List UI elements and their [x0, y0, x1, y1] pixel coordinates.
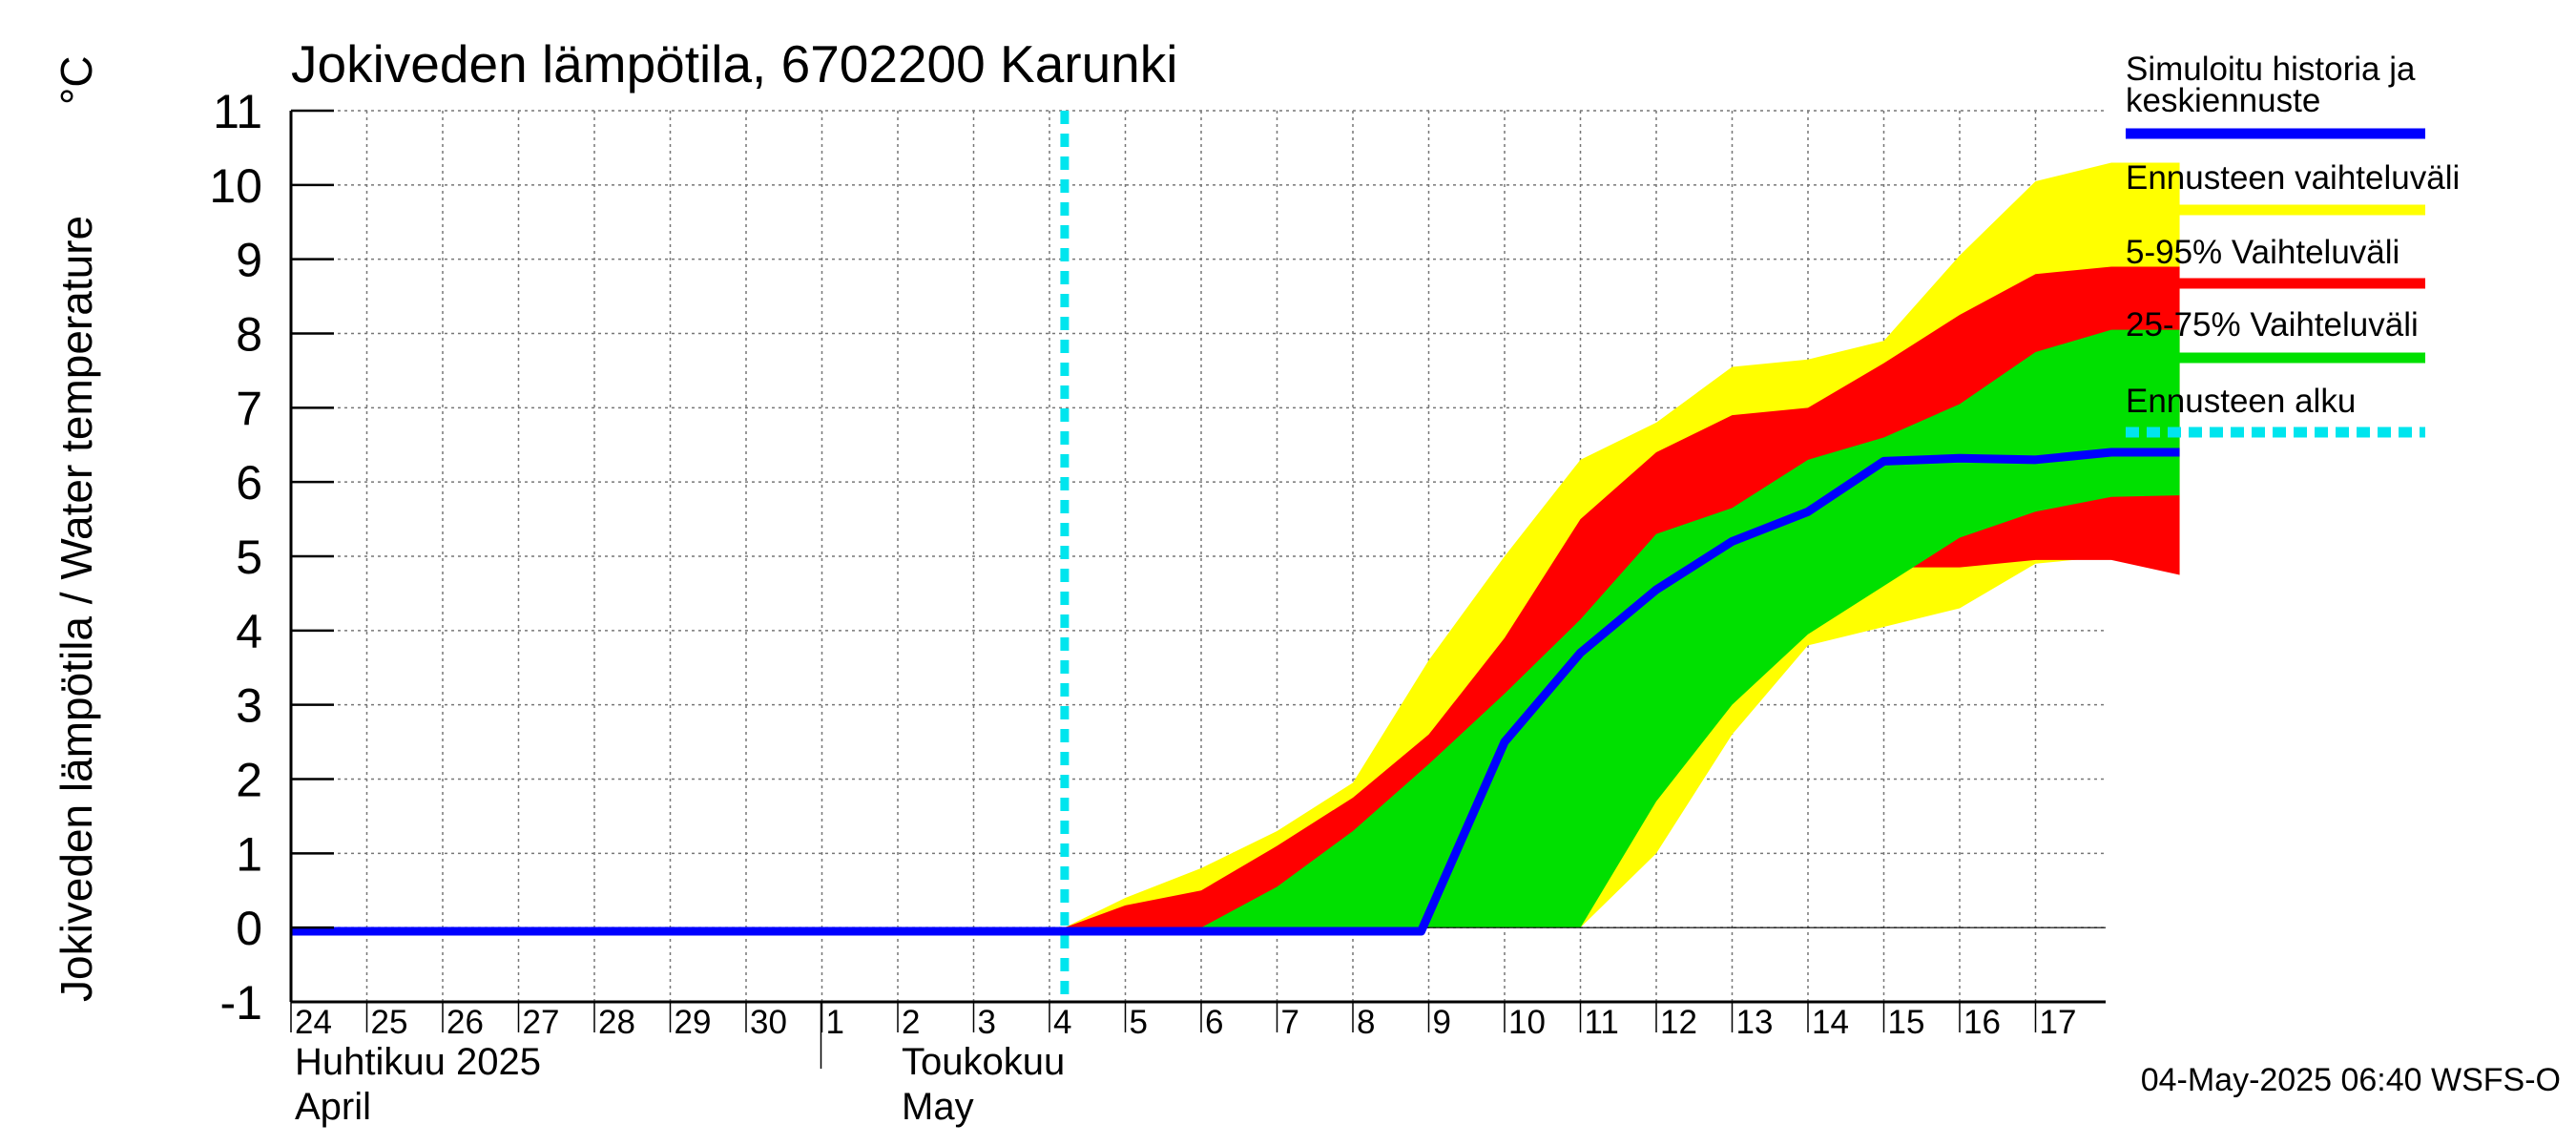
forecast-bands [291, 162, 2180, 928]
x-tick-label: 24 [295, 1004, 332, 1041]
y-tick-label: 4 [236, 605, 262, 658]
legend-label-line2: keskiennuste [2126, 82, 2320, 119]
x-tick-label: 27 [523, 1004, 560, 1041]
band-2 [1064, 329, 2180, 928]
legend-label: 25-75% Vaihteluväli [2126, 306, 2419, 344]
x-tick-label: 11 [1585, 1004, 1619, 1041]
x-tick-label: 25 [371, 1004, 408, 1041]
y-tick-label: 3 [236, 679, 262, 733]
x-tick-label: 2 [902, 1004, 920, 1041]
y-axis-label: Jokiveden lämpötila / Water temperature [52, 216, 101, 1002]
x-tick-label: 14 [1812, 1004, 1849, 1041]
x-tick-label: 10 [1508, 1004, 1546, 1041]
month-label-en: May [902, 1086, 974, 1128]
x-tick-label: 8 [1357, 1004, 1375, 1041]
y-tick-label: 8 [236, 308, 262, 362]
x-tick-label: 16 [1963, 1004, 2001, 1041]
x-tick-label: 29 [675, 1004, 712, 1041]
x-tick-label: 9 [1433, 1004, 1451, 1041]
x-tick-label: 13 [1736, 1004, 1774, 1041]
legend-label: Ennusteen alku [2126, 383, 2356, 420]
y-tick-label: 2 [236, 754, 262, 807]
chart-title: Jokiveden lämpötila, 6702200 Karunki [291, 34, 1178, 94]
x-tick-label: 5 [1130, 1004, 1148, 1041]
legend-label: 5-95% Vaihteluväli [2126, 234, 2399, 271]
mean-line [291, 448, 2180, 936]
x-tick-label: 26 [447, 1004, 484, 1041]
x-tick-label: 12 [1660, 1004, 1697, 1041]
month-label-en: April [295, 1086, 371, 1128]
y-tick-label: 11 [213, 85, 262, 138]
y-tick-label: 5 [236, 531, 262, 584]
y-tick-label: 0 [236, 902, 262, 955]
y-tick-label: 7 [236, 382, 262, 435]
x-tick-label: 17 [2040, 1004, 2077, 1041]
footer-timestamp: 04-May-2025 06:40 WSFS-O [2141, 1062, 2561, 1098]
legend-label-line1: Simuloitu historia ja [2126, 51, 2416, 88]
month-label: Toukokuu [902, 1041, 1065, 1083]
month-label: Huhtikuu 2025 [295, 1041, 541, 1083]
y-tick-label: 1 [236, 827, 262, 881]
legend-label: Ennusteen vaihteluväli [2126, 159, 2460, 197]
series-lines [291, 111, 2180, 1002]
x-tick-label: 6 [1205, 1004, 1223, 1041]
x-tick-label: 1 [826, 1004, 844, 1041]
y-tick-label: 10 [209, 159, 262, 213]
x-tick-label: 7 [1281, 1004, 1299, 1041]
y-axis-unit: °C [52, 55, 101, 105]
x-tick-label: 30 [750, 1004, 787, 1041]
x-tick-label: 15 [1888, 1004, 1925, 1041]
x-tick-label: 3 [978, 1004, 996, 1041]
y-tick-label: 6 [236, 456, 262, 510]
y-tick-label: -1 [220, 976, 262, 1030]
y-tick-label: 9 [236, 234, 262, 287]
x-tick-label: 4 [1053, 1004, 1071, 1041]
x-tick-label: 28 [598, 1004, 635, 1041]
